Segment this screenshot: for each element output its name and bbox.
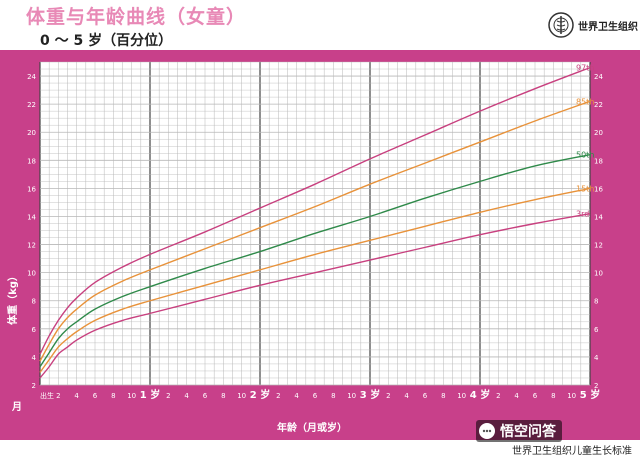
x-tick-label: 8 <box>221 392 225 400</box>
x-tick-label: 4 <box>74 392 79 400</box>
x-tick-label: 4 <box>294 392 299 400</box>
x-unit-label: 月 <box>11 401 22 413</box>
x-tick-label: 4 岁 <box>470 388 490 401</box>
y-tick-label-left: 24 <box>27 73 36 81</box>
watermark-text: 悟空问答 <box>500 424 556 440</box>
curve-97th <box>39 66 591 355</box>
x-tick-label: 3 岁 <box>360 388 380 401</box>
curve-label-15th: 15th <box>576 184 594 193</box>
chart-frame: 97th 85th 50th 15th 3rd 2 4 6 8 10 12 14 16 18 20 22 24… <box>0 50 640 440</box>
chart-subtitle: 0 ～ 5 岁（百分位） <box>40 33 173 49</box>
curve-label-3rd: 3rd <box>576 210 589 219</box>
y-tick-label-right: 6 <box>594 326 599 334</box>
x-tick-label: 8 <box>551 392 555 400</box>
y-tick-label-left: 12 <box>27 242 36 250</box>
x-tick-label: 8 <box>441 392 445 400</box>
y-tick-label-left: 18 <box>27 157 36 165</box>
who-emblem-icon <box>548 12 574 38</box>
x-tick-label: 6 <box>423 392 428 400</box>
who-label: 世界卫生组织 <box>578 21 638 33</box>
x-tick-label: 10 <box>347 392 356 400</box>
x-tick-label: 6 <box>203 392 208 400</box>
y-tick-label-right: 14 <box>594 213 603 221</box>
y-tick-label-left: 8 <box>32 298 36 306</box>
x-axis-label: 年龄（月或岁） <box>277 421 347 434</box>
x-tick-label: 2 <box>56 392 60 400</box>
chart-title: 体重与年龄曲线（女童） <box>26 6 247 28</box>
x-tick-label: 10 <box>237 392 246 400</box>
y-tick-label-right: 20 <box>594 129 603 137</box>
x-tick-label: 8 <box>111 392 115 400</box>
x-tick-label: 6 <box>533 392 538 400</box>
curve-label-50th: 50th <box>576 151 594 160</box>
x-tick-label: 10 <box>567 392 576 400</box>
x-tick-label: 10 <box>127 392 136 400</box>
y-tick-label-right: 18 <box>594 157 603 165</box>
x-tick-label: 8 <box>331 392 335 400</box>
y-tick-label-right: 16 <box>594 185 603 193</box>
curve-85th <box>39 100 591 362</box>
y-tick-label-right: 24 <box>594 73 603 81</box>
y-tick-label-right: 2 <box>594 382 598 390</box>
x-tick-label: 2 <box>166 392 170 400</box>
y-tick-label-left: 14 <box>27 213 36 221</box>
y-tick-label-left: 20 <box>27 129 36 137</box>
y-tick-label-left: 16 <box>27 185 36 193</box>
y-tick-label-right: 10 <box>594 270 603 278</box>
percentile-curves <box>39 66 591 379</box>
source-note: 世界卫生组织儿童生长标准 <box>512 446 632 457</box>
x-tick-label: 6 <box>313 392 318 400</box>
y-tick-label-right: 4 <box>594 354 599 362</box>
chat-bubble-icon <box>479 423 495 439</box>
x-tick-label: 4 <box>184 392 189 400</box>
x-tick-label: 4 <box>514 392 519 400</box>
x-tick-label: 5 岁 <box>580 388 600 401</box>
x-tick-label: 10 <box>457 392 466 400</box>
x-tick-label: 出生 <box>40 391 54 400</box>
x-tick-label: 2 <box>496 392 500 400</box>
percentile-labels: 97th 85th 50th 15th 3rd <box>576 64 594 219</box>
x-tick-label: 4 <box>404 392 409 400</box>
curve-50th <box>39 154 591 368</box>
y-tick-label-left: 6 <box>32 326 37 334</box>
x-tick-label: 2 <box>276 392 280 400</box>
curve-label-97th: 97th <box>576 64 594 73</box>
y-tick-label-right: 8 <box>594 298 598 306</box>
grid-lines <box>39 61 591 386</box>
x-tick-label: 2 <box>386 392 390 400</box>
who-logo: 世界卫生组织 <box>548 12 638 38</box>
y-tick-label-left: 2 <box>32 382 36 390</box>
x-tick-label: 6 <box>93 392 98 400</box>
y-tick-label-left: 22 <box>27 101 36 109</box>
y-tick-label-right: 12 <box>594 242 603 250</box>
y-tick-label-left: 10 <box>27 270 36 278</box>
x-tick-label: 2 岁 <box>250 388 270 401</box>
y-axis-label: 体重（kg） <box>6 271 19 325</box>
curve-3rd <box>39 212 591 379</box>
y-tick-label-left: 4 <box>32 354 37 362</box>
curve-15th <box>39 187 591 373</box>
watermark: 悟空问答 <box>476 420 562 442</box>
curve-label-85th: 85th <box>576 97 594 106</box>
x-tick-label: 1 岁 <box>140 388 160 401</box>
y-tick-label-right: 22 <box>594 101 603 109</box>
